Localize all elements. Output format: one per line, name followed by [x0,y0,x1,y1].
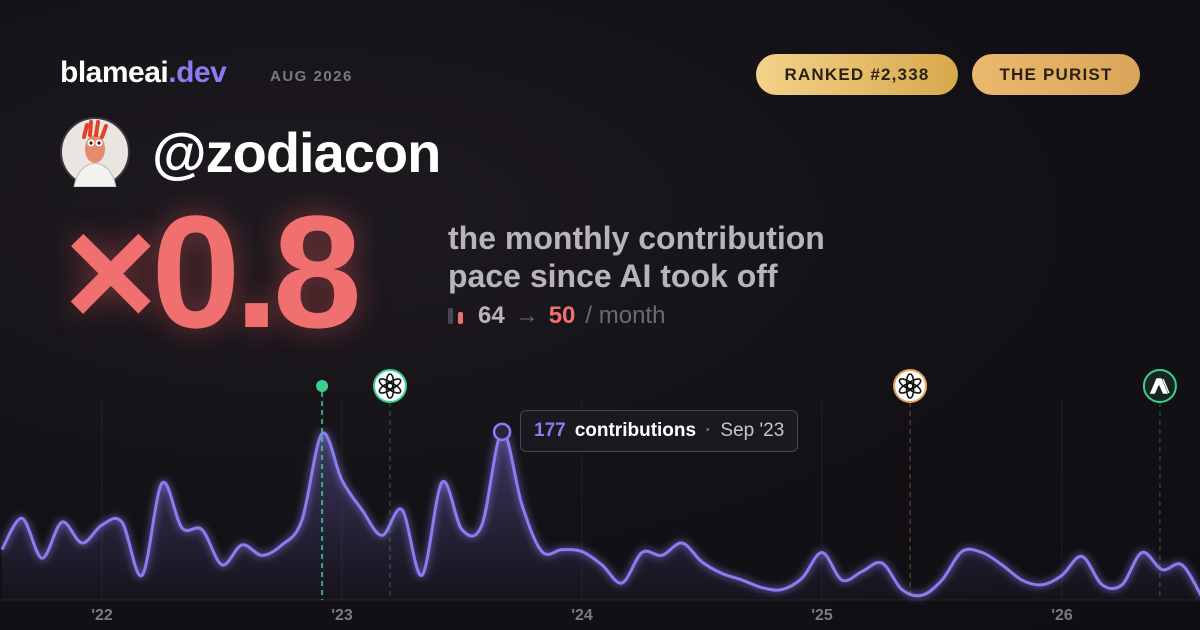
event-dot [316,380,329,392]
x-tick-label: '26 [1051,607,1073,624]
tooltip-value: 177 [534,420,566,441]
brand-suffix: .dev [168,56,227,89]
event-icon-petal [898,382,915,394]
pace-icon [448,308,463,324]
x-tick-label: '23 [331,607,353,624]
brand: blameai.dev [60,56,227,90]
event-icon-petal [378,378,395,390]
tooltip: 177 contributions · Sep '23 [520,410,799,452]
event-icon-ring [373,369,407,403]
pace-after: 50 [548,302,576,329]
period: AUG 2026 [270,68,353,85]
tooltip-label: contributions [574,420,697,441]
avatar [60,117,130,187]
event-icon-petal [898,378,915,390]
tooltip-date: Sep '23 [720,420,785,441]
x-tick-label: '25 [811,607,833,624]
pace-before: 64 [478,302,505,329]
caption-line: pace since AI took off [448,258,778,294]
event-icon-petal [378,382,395,394]
event-icon-ring [893,369,928,403]
area [1,431,1200,600]
rank-badge: RANKED #2,338 [756,54,958,95]
line [0,430,1200,598]
pace: 64 → 50 / month [448,302,665,330]
brand-name: blameai [60,56,169,89]
handle: @zodiacon [152,121,441,184]
event-icon-glyph [1149,378,1170,394]
x-tick-label: '24 [571,607,593,624]
event-icon [373,369,407,403]
x-tick-label: '22 [91,607,113,624]
event-icon [893,369,928,403]
multiplier: ×0.8 [64,182,362,361]
highlight-point [492,422,512,442]
persona-badge: THE PURIST [972,54,1140,95]
caption-line: the monthly contribution [448,220,825,256]
event-icon [1142,369,1177,403]
pace-unit: / month [585,302,666,329]
tooltip-separator: · [705,420,712,441]
pace-arrow: → [514,302,539,329]
